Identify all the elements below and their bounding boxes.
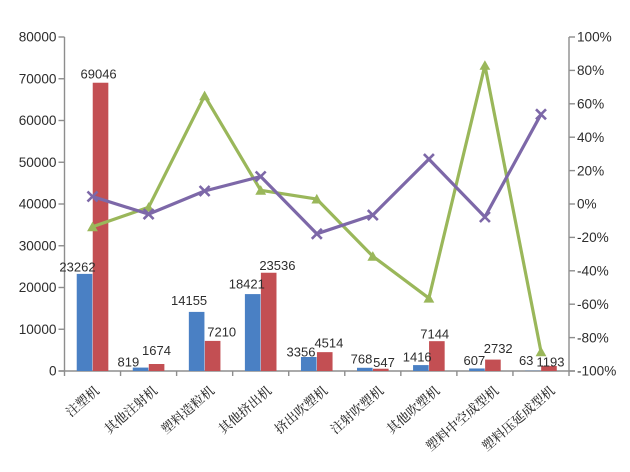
svg-text:40000: 40000 <box>19 197 57 212</box>
svg-text:7210: 7210 <box>207 325 236 340</box>
svg-text:768: 768 <box>351 352 373 367</box>
svg-text:70000: 70000 <box>19 72 57 87</box>
svg-text:-60%: -60% <box>577 297 609 312</box>
svg-text:30000: 30000 <box>19 238 57 253</box>
svg-text:1674: 1674 <box>142 343 171 358</box>
svg-text:50000: 50000 <box>19 155 57 170</box>
svg-text:69046: 69046 <box>81 67 117 82</box>
svg-text:547: 547 <box>373 355 395 370</box>
svg-text:23536: 23536 <box>259 258 295 273</box>
svg-text:2732: 2732 <box>484 341 513 356</box>
svg-text:63: 63 <box>519 353 533 368</box>
svg-text:-40%: -40% <box>577 264 609 279</box>
svg-text:-100%: -100% <box>577 364 616 379</box>
svg-text:20000: 20000 <box>19 280 57 295</box>
svg-text:-80%: -80% <box>577 330 609 345</box>
svg-text:-20%: -20% <box>577 230 609 245</box>
svg-text:60%: 60% <box>577 97 604 112</box>
svg-text:7144: 7144 <box>420 327 449 342</box>
svg-text:1193: 1193 <box>537 355 565 370</box>
svg-text:819: 819 <box>118 355 140 370</box>
svg-text:4514: 4514 <box>314 335 343 350</box>
svg-text:14155: 14155 <box>171 293 207 308</box>
svg-text:80%: 80% <box>577 63 604 78</box>
svg-text:60000: 60000 <box>19 113 57 128</box>
svg-text:10000: 10000 <box>19 322 57 337</box>
svg-text:0%: 0% <box>577 197 597 212</box>
svg-text:3356: 3356 <box>287 344 316 359</box>
svg-text:40%: 40% <box>577 130 604 145</box>
svg-text:20%: 20% <box>577 163 604 178</box>
svg-text:80000: 80000 <box>19 30 57 45</box>
svg-text:1416: 1416 <box>403 350 432 365</box>
svg-text:23262: 23262 <box>59 260 95 275</box>
svg-text:18421: 18421 <box>229 277 265 292</box>
svg-text:607: 607 <box>464 353 486 368</box>
svg-text:100%: 100% <box>577 30 612 45</box>
svg-text:0: 0 <box>49 364 57 379</box>
